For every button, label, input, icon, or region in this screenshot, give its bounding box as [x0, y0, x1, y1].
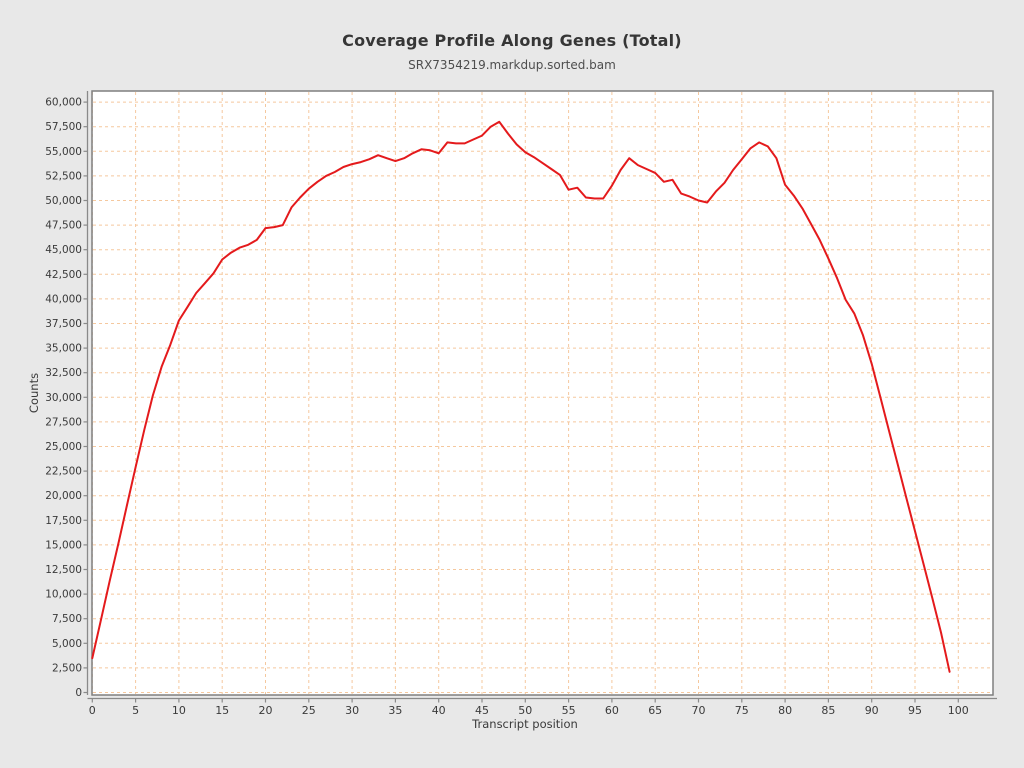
y-tick-label: 50,000: [45, 195, 82, 207]
x-axis-title: Transcript position: [472, 717, 578, 731]
y-tick-label: 7,500: [52, 613, 82, 625]
y-tick-label: 30,000: [45, 392, 82, 404]
x-tick-label: 40: [432, 704, 446, 717]
x-tick-label: 15: [215, 704, 229, 717]
y-tick-label: 15,000: [45, 539, 82, 551]
y-tick-label: 0: [75, 687, 82, 699]
x-tick-label: 50: [518, 704, 532, 717]
x-tick-label: 65: [648, 704, 662, 717]
x-tick-label: 85: [821, 704, 835, 717]
y-tick-label: 45,000: [45, 244, 82, 256]
x-tick-label: 5: [132, 704, 139, 717]
x-tick-label: 35: [388, 704, 402, 717]
x-tick-label: 75: [735, 704, 749, 717]
y-tick-label: 57,500: [45, 121, 82, 133]
y-tick-label: 12,500: [45, 564, 82, 576]
x-tick-label: 10: [172, 704, 186, 717]
y-tick-label: 40,000: [45, 293, 82, 305]
x-tick-label: 100: [948, 704, 969, 717]
y-tick-label: 42,500: [45, 269, 82, 281]
plot-border: [91, 90, 994, 696]
y-tick-label: 17,500: [45, 515, 82, 527]
y-tick-label: 35,000: [45, 343, 82, 355]
y-tick-label: 47,500: [45, 220, 82, 232]
y-tick-label: 60,000: [45, 97, 82, 109]
y-tick-label: 5,000: [52, 638, 82, 650]
x-tick-label: 60: [605, 704, 619, 717]
y-tick-label: 10,000: [45, 589, 82, 601]
y-tick-label: 25,000: [45, 441, 82, 453]
y-tick-label: 52,500: [45, 170, 82, 182]
x-tick-label: 70: [692, 704, 706, 717]
y-tick-label: 27,500: [45, 416, 82, 428]
coverage-line-series: [91, 120, 951, 673]
y-tick-label: 55,000: [45, 146, 82, 158]
plot-area: [92, 91, 993, 695]
x-tick-label: 55: [562, 704, 576, 717]
y-tick-label: 22,500: [45, 466, 82, 478]
y-tick-label: 37,500: [45, 318, 82, 330]
chart-subtitle: SRX7354219.markdup.sorted.bam: [408, 58, 616, 72]
x-tick-label: 30: [345, 704, 359, 717]
x-tick-label: 95: [908, 704, 922, 717]
y-tick-label: 2,500: [52, 662, 82, 674]
x-tick-label: 0: [89, 704, 96, 717]
x-tick-label: 25: [302, 704, 316, 717]
x-tick-label: 90: [865, 704, 879, 717]
x-tick-label: 45: [475, 704, 489, 717]
x-tick-label: 80: [778, 704, 792, 717]
chart-title: Coverage Profile Along Genes (Total): [342, 31, 682, 50]
y-tick-label: 32,500: [45, 367, 82, 379]
x-tick-label: 20: [259, 704, 273, 717]
y-tick-label: 20,000: [45, 490, 82, 502]
